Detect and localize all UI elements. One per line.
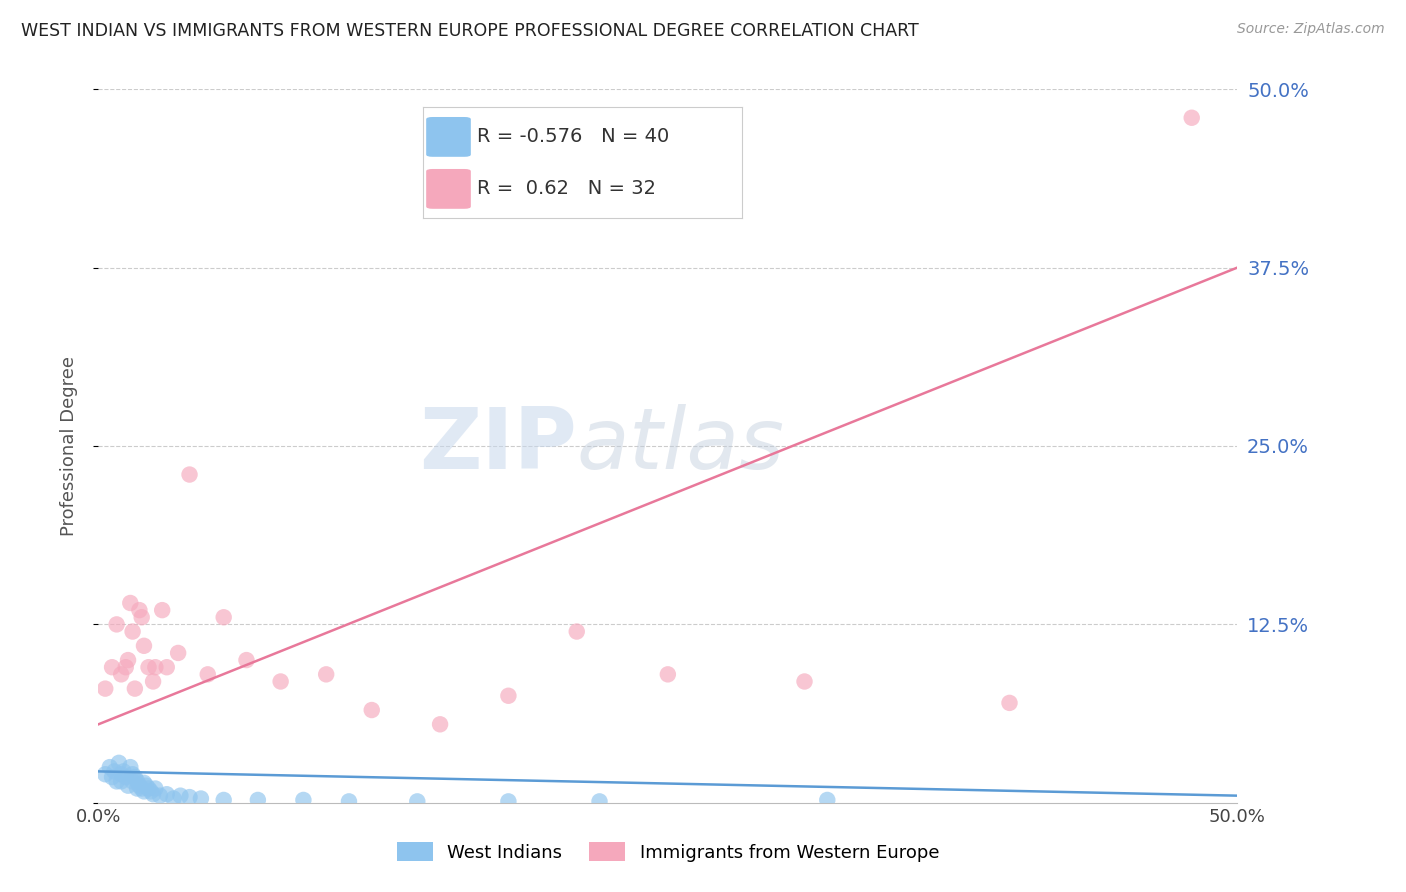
Point [138,781,160,796]
Point [105,774,128,789]
Legend: West Indians, Immigrants from Western Europe: West Indians, Immigrants from Western Eu… [389,835,946,869]
Point [127,774,149,789]
Point [110,774,132,789]
Point [149,789,172,803]
Text: WEST INDIAN VS IMMIGRANTS FROM WESTERN EUROPE PROFESSIONAL DEGREE CORRELATION CH: WEST INDIAN VS IMMIGRANTS FROM WESTERN E… [21,22,920,40]
Point [1181,111,1204,125]
Point [120,596,142,610]
Point [103,764,125,779]
Point [110,767,132,781]
Point [121,774,143,789]
Point [156,787,179,801]
Point [121,767,143,781]
Point [142,674,165,689]
Point [139,784,162,798]
Point [337,794,360,808]
Point [98,760,121,774]
Point [793,674,815,689]
Point [197,667,219,681]
Point [124,770,146,784]
Point [117,653,139,667]
Point [101,660,124,674]
Y-axis label: Professional Degree: Professional Degree [59,356,77,536]
Text: Source: ZipAtlas.com: Source: ZipAtlas.com [1237,22,1385,37]
Point [131,781,153,796]
Point [156,660,179,674]
Point [128,603,150,617]
Point [169,789,191,803]
Point [112,764,135,779]
Point [124,681,146,696]
Point [127,781,149,796]
Point [120,760,142,774]
Point [121,624,143,639]
Point [270,674,292,689]
Point [110,667,132,681]
Point [292,793,315,807]
Point [132,776,155,790]
Point [132,639,155,653]
Point [498,794,520,808]
Point [315,667,337,681]
Point [406,794,429,808]
Point [101,770,124,784]
Point [105,617,128,632]
Point [565,624,588,639]
Point [150,603,173,617]
Point [142,787,165,801]
Point [167,646,190,660]
Point [108,756,131,770]
Point [498,689,520,703]
Point [190,791,212,805]
Point [135,779,157,793]
Point [145,660,167,674]
Point [246,793,269,807]
Point [94,767,117,781]
Point [235,653,257,667]
Point [588,794,610,808]
Point [114,660,136,674]
Point [815,793,838,807]
Point [360,703,382,717]
Point [212,793,235,807]
Point [138,660,160,674]
Point [145,781,167,796]
Point [117,779,139,793]
Point [429,717,451,731]
Point [132,784,155,798]
Point [128,779,150,793]
Point [212,610,235,624]
Text: ZIP: ZIP [419,404,576,488]
Point [998,696,1021,710]
Text: atlas: atlas [576,404,785,488]
Point [657,667,679,681]
Point [179,790,201,805]
Point [94,681,117,696]
Point [114,770,136,784]
Point [179,467,201,482]
Point [131,610,153,624]
Point [162,791,184,805]
